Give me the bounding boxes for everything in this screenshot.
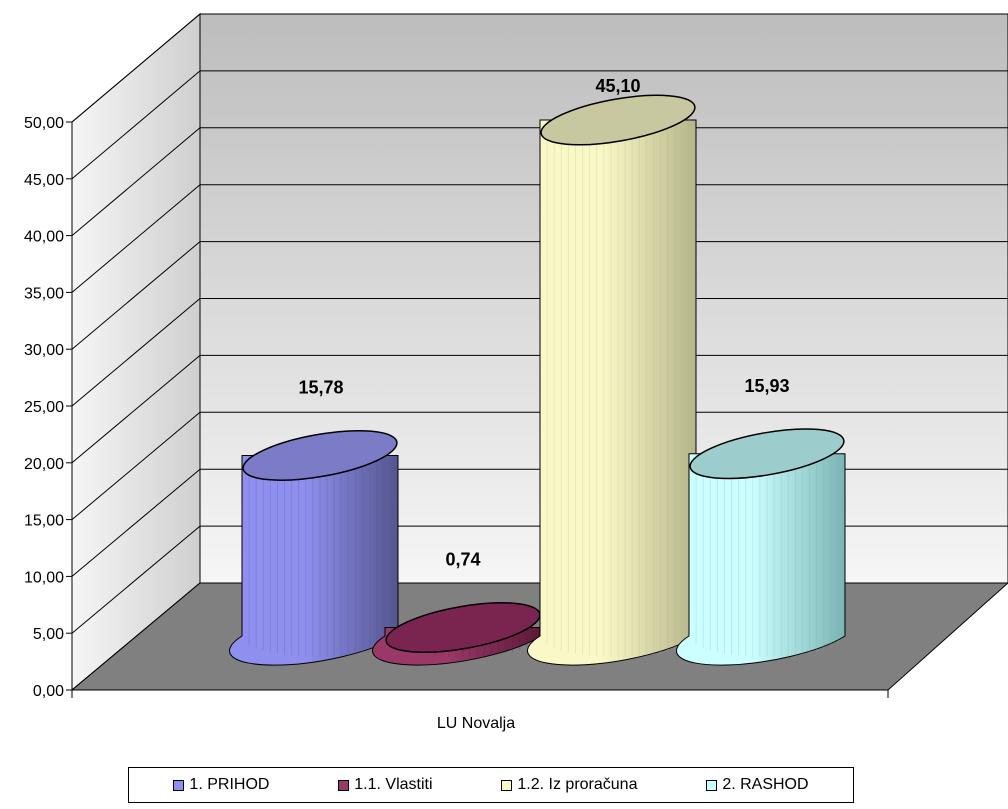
gridline-side bbox=[71, 525, 201, 634]
legend-label-prihod: 1. PRIHOD bbox=[189, 776, 270, 793]
data-label: 15,78 bbox=[298, 377, 343, 397]
gridline-side bbox=[71, 241, 201, 350]
cylinder-top bbox=[242, 429, 398, 481]
legend-swatch-vlastiti bbox=[338, 779, 350, 791]
gridline-side bbox=[71, 298, 201, 407]
y-axis: 0,00 5,00 10,00 15,00 20,00 25,00 30,00 35,00 40… bbox=[24, 115, 889, 700]
cylinder-bar-2 bbox=[526, 94, 697, 666]
bar-chart-3d: 0,00 5,00 10,00 15,00 20,00 25,00 30,00 35,00 40… bbox=[24, 12, 1008, 732]
legend-label-vlastiti: 1.1. Vlastiti bbox=[354, 776, 433, 793]
data-label: 15,93 bbox=[744, 376, 789, 396]
data-labels: 15,78 0,74 45,10 15,93 bbox=[298, 76, 789, 570]
legend: 1. PRIHOD 1.1. Vlastiti 1.2. Iz proračun… bbox=[128, 767, 854, 803]
cylinder-bar-3 bbox=[675, 428, 846, 666]
y-tick-label: 20,00 bbox=[24, 456, 64, 473]
bars bbox=[228, 94, 846, 666]
y-tick-label: 35,00 bbox=[24, 285, 64, 302]
y-tick-label: 25,00 bbox=[24, 399, 64, 416]
gridline-side bbox=[71, 127, 201, 236]
y-tick-label: 30,00 bbox=[24, 342, 64, 359]
data-label: 45,10 bbox=[595, 76, 640, 96]
gridline-side bbox=[71, 355, 201, 464]
y-tick-label: 10,00 bbox=[24, 569, 64, 586]
cylinder-bar-1 bbox=[371, 602, 542, 666]
y-tick-label: 15,00 bbox=[24, 513, 64, 530]
y-tick-label: 45,00 bbox=[24, 172, 64, 189]
legend-swatch-iz-proracuna bbox=[501, 779, 513, 791]
gridline-side bbox=[71, 411, 201, 520]
gridline-side bbox=[71, 13, 201, 123]
cylinder-body bbox=[675, 453, 846, 666]
cylinder-top bbox=[689, 428, 845, 480]
gridline-side bbox=[71, 468, 201, 577]
legend-swatch-prihod bbox=[173, 779, 185, 791]
cylinder-body bbox=[526, 119, 697, 666]
legend-item-iz-proracuna: 1.2. Iz proračuna bbox=[501, 776, 637, 794]
legend-item-rashod: 2. RASHOD bbox=[706, 776, 809, 794]
legend-swatch-rashod bbox=[706, 779, 718, 791]
y-tick-label: 0,00 bbox=[33, 683, 64, 700]
y-tick-label: 5,00 bbox=[33, 626, 64, 643]
gridline-side bbox=[71, 184, 201, 293]
x-tick-label: LU Novalja bbox=[437, 715, 515, 732]
gridline-side bbox=[71, 70, 201, 180]
y-tick-label: 40,00 bbox=[24, 229, 64, 246]
legend-label-rashod: 2. RASHOD bbox=[722, 776, 809, 793]
data-label: 0,74 bbox=[445, 550, 480, 570]
legend-label-iz-proracuna: 1.2. Iz proračuna bbox=[517, 776, 638, 793]
legend-item-vlastiti: 1.1. Vlastiti bbox=[338, 776, 433, 794]
cylinder-top bbox=[540, 94, 696, 146]
legend-item-prihod: 1. PRIHOD bbox=[173, 776, 269, 794]
cylinder-bar-0 bbox=[228, 429, 399, 666]
y-tick-label: 50,00 bbox=[24, 115, 64, 132]
cylinder-body bbox=[228, 454, 399, 666]
